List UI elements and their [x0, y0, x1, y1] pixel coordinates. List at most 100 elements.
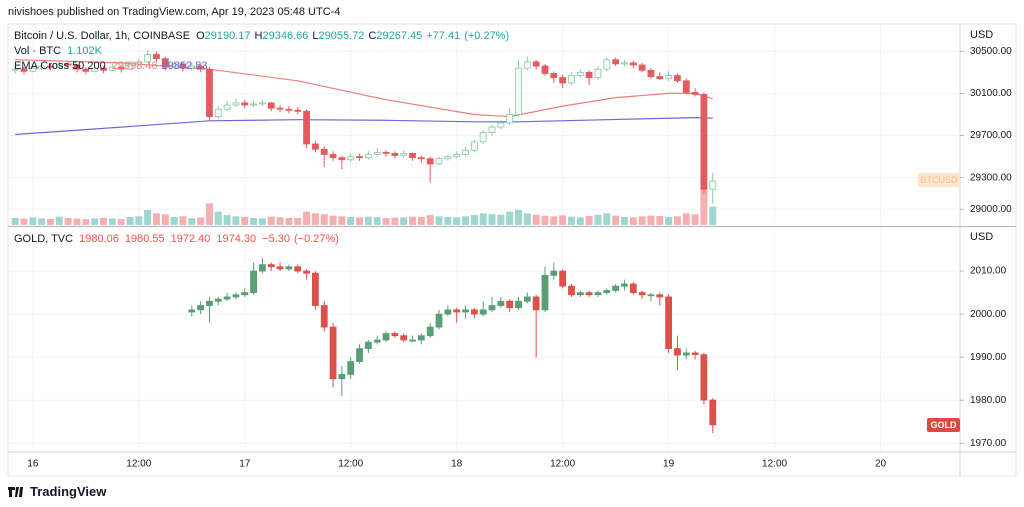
axis-unit: USD [970, 231, 993, 243]
ohlc-value: 29055.72 [319, 30, 365, 42]
volume-bar [303, 211, 311, 225]
y-tick-label: 29000.00 [970, 204, 1012, 215]
x-tick-label: 20 [875, 459, 887, 470]
ohlc-prefix: H [255, 30, 263, 42]
volume-bar [391, 217, 399, 225]
volume-bar [20, 218, 28, 225]
candle-body [709, 399, 717, 426]
volume-bar [523, 213, 531, 225]
publish-header: nivishoes published on TradingView.com, … [8, 6, 341, 18]
volume-bar [470, 215, 478, 225]
candle-body [621, 283, 628, 287]
volume-bar [682, 213, 690, 225]
candle-body [214, 298, 222, 302]
candle-body [417, 335, 425, 341]
volume-bar [435, 216, 443, 225]
volume-bar [656, 216, 664, 225]
candle-body [453, 154, 461, 157]
volume-bar [506, 211, 514, 225]
volume-bar [576, 217, 584, 225]
candle-body [259, 264, 266, 272]
candle-body [267, 102, 275, 109]
volume-bar [356, 217, 364, 225]
volume-bar [108, 218, 116, 225]
x-tick-label: 12:00 [126, 459, 151, 470]
candle-body [506, 114, 514, 124]
candle-body [100, 67, 107, 71]
volume-bar [320, 214, 328, 225]
candle-body [629, 283, 637, 294]
x-tick-label: 12:00 [550, 459, 575, 470]
candle-body [303, 270, 310, 274]
candle-body [470, 141, 478, 151]
candle-body [135, 61, 143, 65]
candle-body [568, 285, 575, 296]
volume-bar [532, 214, 540, 225]
ohlc-value: 29190.17 [205, 30, 251, 42]
ema-value: 29852.83 [162, 60, 208, 72]
volume-bar [453, 217, 461, 225]
axis-unit: USD [970, 29, 993, 41]
candle-body [594, 68, 602, 79]
candle-body [364, 341, 372, 350]
candle-body [161, 58, 169, 68]
frame [7, 23, 1017, 477]
candle-body [638, 292, 646, 296]
y-tick-label: 30500.00 [970, 46, 1012, 57]
chart: 16 12:00 17 12:00 18 12:00 19 12:00 20 29000.00 29… [7, 23, 1017, 477]
ema-value: 29998.46 [112, 60, 158, 72]
volume-bar [559, 215, 567, 225]
candle-body [409, 339, 416, 342]
candle-body [338, 157, 346, 161]
symbol-title: Bitcoin / U.S. Dollar, 1h, COINBASE [14, 30, 190, 42]
candle-body [647, 69, 655, 77]
candle-body [665, 296, 673, 350]
symbol-badge: BTCUSD [920, 175, 958, 185]
candle-body [276, 266, 284, 270]
x-tick-label: 19 [663, 459, 675, 470]
volume-bar [250, 218, 258, 225]
candle-body [444, 309, 452, 315]
change: +77.41 [426, 30, 460, 42]
ohlc-value: 1980.06 [79, 233, 119, 245]
volume-bar [117, 219, 125, 225]
change: −5.30 [262, 233, 290, 245]
volume-bar [567, 216, 575, 225]
candle-body [497, 122, 505, 128]
candle-body [647, 294, 655, 297]
volume-bar [444, 217, 452, 225]
candle-body [391, 153, 399, 156]
volume-bar [409, 216, 417, 225]
candle-body [241, 292, 249, 296]
candle-body [638, 64, 646, 71]
candle-body [426, 326, 434, 337]
candle-body [170, 63, 178, 68]
candle-body [223, 104, 231, 110]
candle-body [559, 270, 567, 287]
volume-bar [550, 216, 558, 225]
candle-body [312, 272, 319, 306]
volume-bar [91, 218, 99, 225]
y-tick-label: 1990.00 [970, 352, 1007, 363]
volume-bar [55, 216, 63, 225]
ema-legend: EMA Cross 50 200 29998.46 29852.83 [14, 60, 208, 72]
ohlc-value: 29346.66 [262, 30, 308, 42]
candle-body [700, 94, 708, 190]
volume-bar [700, 186, 708, 225]
volume-bar [232, 216, 240, 225]
candle-body [400, 335, 408, 341]
candle-body [576, 71, 584, 76]
candle-body [400, 153, 408, 156]
volume-bar [170, 217, 178, 225]
ohlc-prefix: C [368, 30, 376, 42]
candle-body [197, 305, 205, 311]
symbol-badge-bg [927, 418, 960, 432]
candle-body [550, 270, 558, 276]
candle-body [612, 285, 620, 291]
candle-body [188, 65, 196, 69]
candle-body [108, 66, 116, 71]
candle-body [541, 274, 549, 311]
volume-bar [188, 218, 196, 225]
candle-body [250, 270, 257, 294]
candle-body [91, 67, 99, 72]
